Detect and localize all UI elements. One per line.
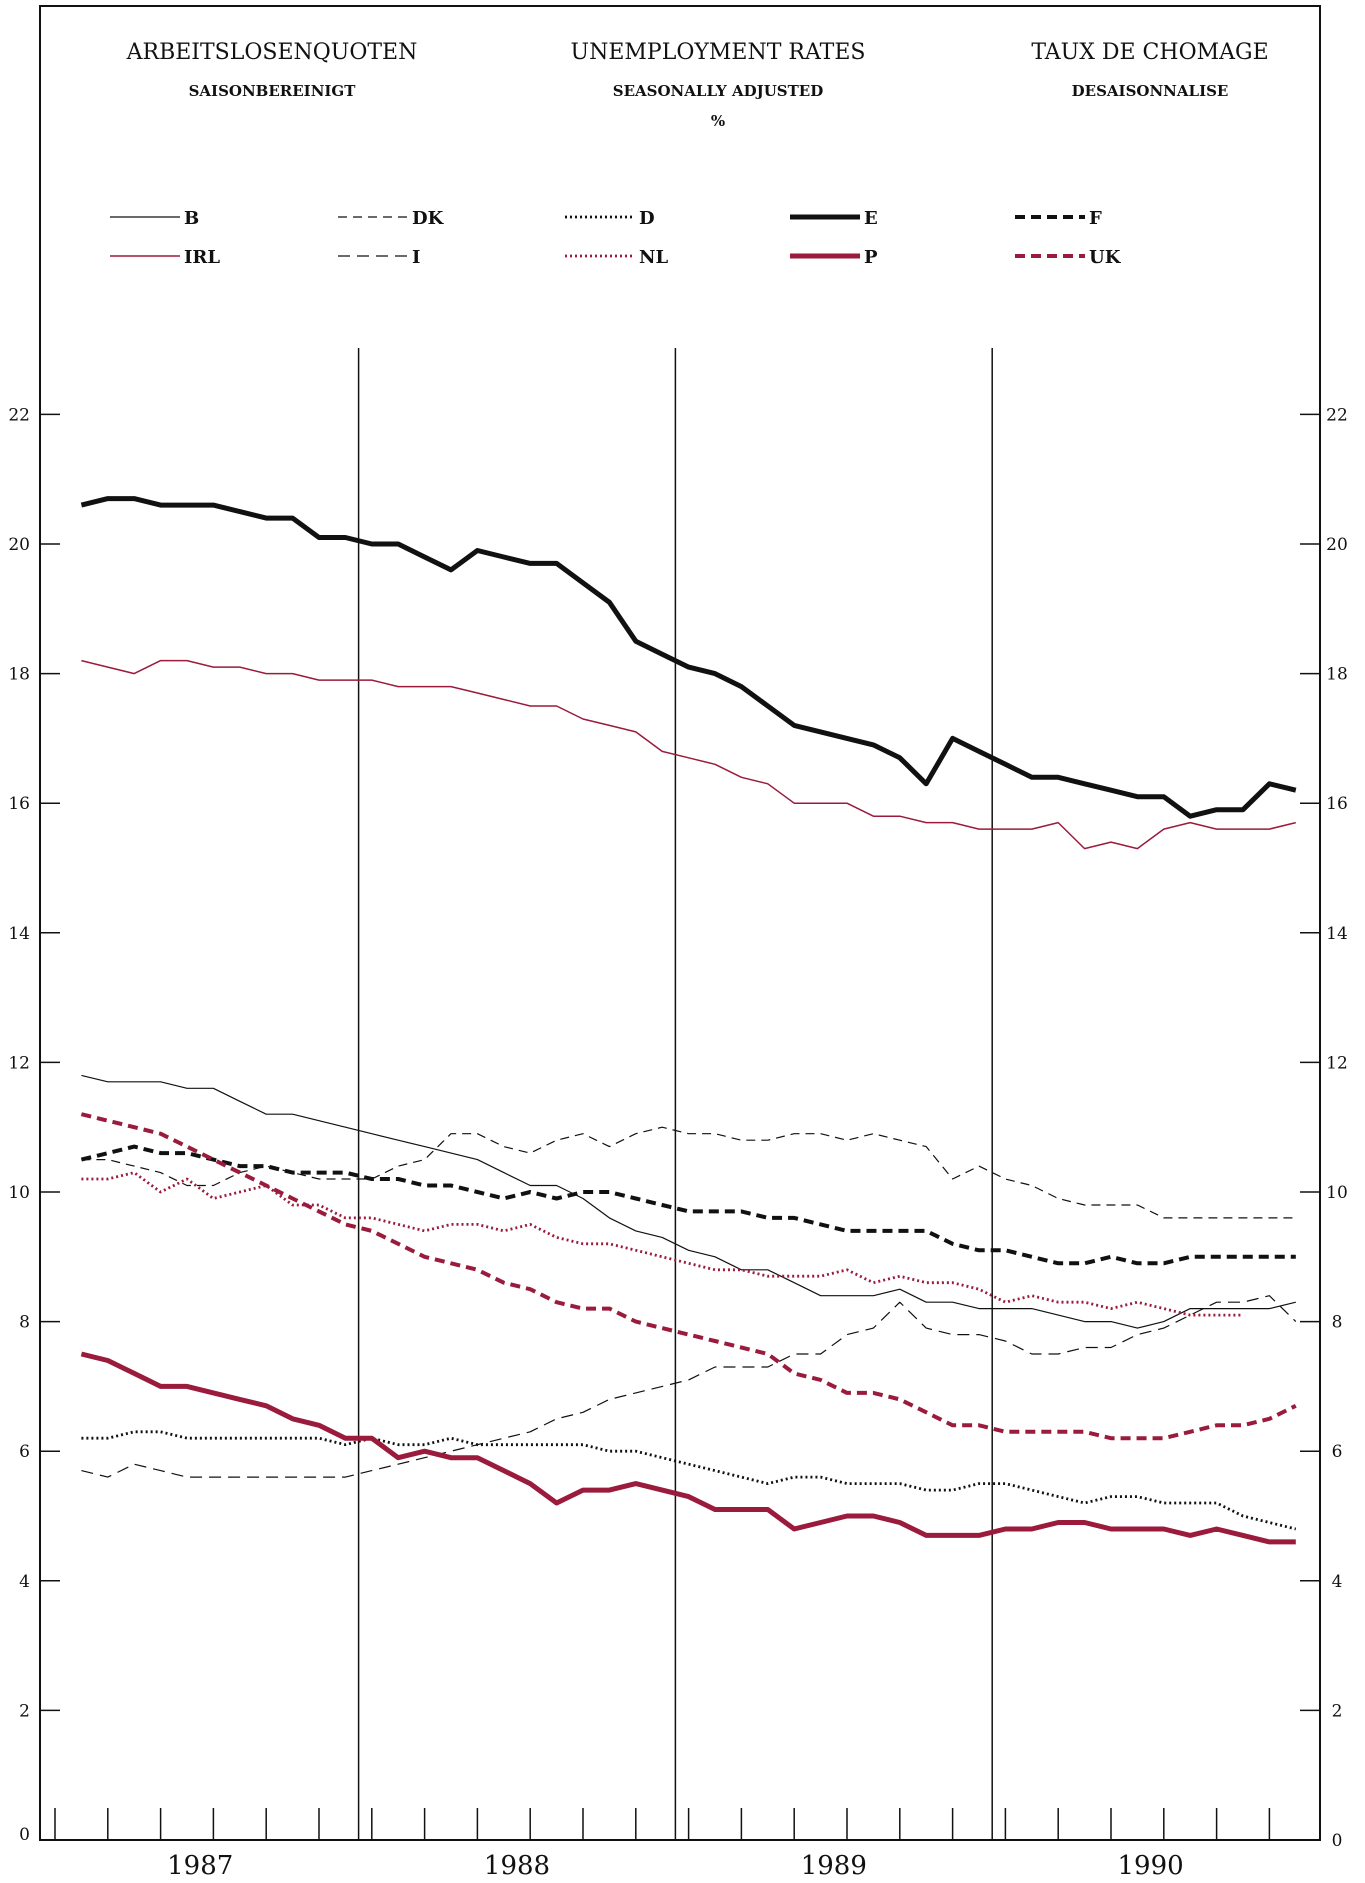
y-tick-label-right: 2 xyxy=(1332,1701,1343,1721)
x-year-label: 1989 xyxy=(801,1851,867,1881)
y-tick-label-right: 0 xyxy=(1332,1831,1343,1851)
y-tick-label-right: 12 xyxy=(1326,1053,1348,1073)
series-line-i xyxy=(81,1295,1297,1478)
x-axis: 1987 1988 1989 1990 xyxy=(54,1808,1271,1881)
legend-label-b: B xyxy=(184,208,199,229)
series-line-d xyxy=(81,1430,1297,1531)
header-fr-subtitle: DESAISONNALISE xyxy=(1072,82,1229,100)
x-year-label: 1990 xyxy=(1118,1851,1184,1881)
year-dividers xyxy=(357,348,993,1840)
series-line-p xyxy=(80,1351,1296,1545)
y-tick-label-left: 22 xyxy=(8,405,30,425)
legend-label-nl: NL xyxy=(639,247,668,268)
y-tick-label-right: 20 xyxy=(1326,535,1348,555)
legend-label-i: I xyxy=(412,247,420,268)
header-fr-title: TAUX DE CHOMAGE xyxy=(1031,40,1268,65)
y-tick-label-left: 2 xyxy=(19,1701,30,1721)
y-tick-label-left: 20 xyxy=(8,535,30,555)
series-line-dk xyxy=(81,1126,1296,1219)
series-line-f xyxy=(80,1144,1296,1266)
y-tick-label-left: 10 xyxy=(8,1183,30,1203)
header-de-subtitle: SAISONBEREINIGT xyxy=(189,82,357,100)
y-tick-label-right: 18 xyxy=(1326,665,1348,685)
y-tick-label-right: 16 xyxy=(1326,794,1348,814)
legend-label-p: P xyxy=(864,247,878,268)
series-line-nl xyxy=(81,1171,1243,1317)
series-lines xyxy=(80,496,1297,1545)
x-year-label: 1988 xyxy=(484,1851,550,1881)
legend-label-uk: UK xyxy=(1089,247,1122,268)
legend: B DK D E F IRL I NL P UK xyxy=(110,208,1122,268)
header-unit: % xyxy=(711,112,725,130)
legend-label-dk: DK xyxy=(412,208,445,229)
y-tick-label-left: 18 xyxy=(8,665,30,685)
y-tick-label-right: 14 xyxy=(1326,924,1348,944)
y-tick-label-left: 16 xyxy=(8,794,30,814)
y-tick-label-left: 12 xyxy=(8,1053,30,1073)
y-tick-label-right: 8 xyxy=(1332,1313,1343,1333)
legend-label-f: F xyxy=(1089,208,1102,229)
header-de-title: ARBEITSLOSENQUOTEN xyxy=(126,40,418,65)
y-tick-label-right: 10 xyxy=(1326,1183,1348,1203)
header-en-subtitle: SEASONALLY ADJUSTED xyxy=(613,82,823,100)
y-tick-label-right: 4 xyxy=(1332,1572,1343,1592)
y-tick-label-left: 6 xyxy=(19,1442,30,1462)
y-tick-label-left: 0 xyxy=(19,1825,30,1845)
series-line-irl xyxy=(81,659,1296,850)
y-tick-label-left: 8 xyxy=(19,1313,30,1333)
legend-label-irl: IRL xyxy=(184,247,220,268)
plot-frame xyxy=(39,5,1321,1841)
y-tick-label-left: 4 xyxy=(19,1572,30,1592)
x-year-label: 1987 xyxy=(167,1851,233,1881)
series-line-uk xyxy=(80,1112,1297,1441)
series-line-b xyxy=(81,1074,1296,1329)
y-tick-label-right: 6 xyxy=(1332,1442,1343,1462)
legend-label-d: D xyxy=(639,208,655,229)
series-line-e xyxy=(80,496,1297,819)
y-tick-label-left: 14 xyxy=(8,924,30,944)
y-tick-label-right: 22 xyxy=(1326,405,1348,425)
header-en-title: UNEMPLOYMENT RATES xyxy=(571,40,866,65)
legend-label-e: E xyxy=(864,208,878,229)
